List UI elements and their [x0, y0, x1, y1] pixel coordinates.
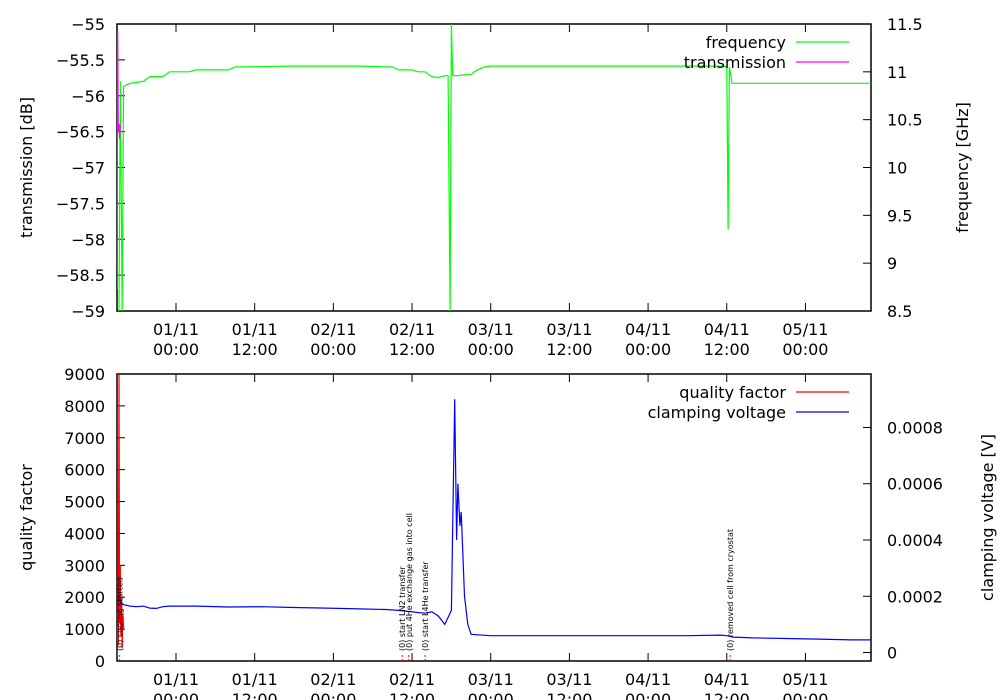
y-tick-label: 8000 [64, 397, 105, 416]
y-tick-label: −55 [71, 15, 105, 34]
event-annotation: (0) start L4He transfer [421, 561, 430, 651]
y2-tick-label: 9 [887, 254, 897, 273]
x-tick-time: 00:00 [310, 340, 356, 359]
y2-tick-label: 0.0004 [887, 531, 943, 550]
event-annotation: (0) cooling started [116, 577, 125, 651]
x-tick-date: 01/11 [232, 320, 278, 339]
x-tick-time: 00:00 [625, 690, 671, 700]
x-tick-date: 01/11 [153, 670, 199, 689]
y-tick-label: 4000 [64, 524, 105, 543]
y2-tick-label: 0 [887, 644, 897, 663]
legend-label-clamping-voltage: clamping voltage [648, 403, 786, 422]
x-axis-ticks-top: 01/1100:0001/1112:0002/1100:0002/1112:00… [153, 24, 828, 359]
x-tick-date: 01/11 [153, 320, 199, 339]
y-tick-label: −55.5 [56, 51, 105, 70]
x-tick-time: 12:00 [546, 340, 592, 359]
x-tick-date: 03/11 [468, 670, 514, 689]
event-annotation: (0) removed cell from cryostat [726, 529, 735, 651]
y2-tick-label: 11 [887, 63, 907, 82]
x-tick-time: 00:00 [782, 340, 828, 359]
y-tick-label: −58 [71, 230, 105, 249]
y2-tick-label: 9.5 [887, 206, 912, 225]
x-tick-date: 03/11 [546, 670, 592, 689]
x-tick-date: 04/11 [625, 320, 671, 339]
x-tick-time: 12:00 [704, 340, 750, 359]
event-annotations: (0) cooling started (0) start LN2 transfe… [116, 513, 735, 661]
y2-tick-label: 0.0008 [887, 418, 943, 437]
y-axis-ticks-top: −55 −55.5 −56 −56.5 −57 −57.5 −58 −58.5 −59 [56, 15, 125, 321]
y2-tick-label: 8.5 [887, 302, 912, 321]
y-tick-label: −56 [71, 87, 105, 106]
y-tick-label: −59 [71, 302, 105, 321]
x-tick-date: 04/11 [704, 320, 750, 339]
y-tick-label: 5000 [64, 493, 105, 512]
y2-tick-label: 0.0002 [887, 587, 943, 606]
x-tick-time: 00:00 [310, 690, 356, 700]
y2-axis-ticks-top: 11.5 11 10.5 10 9.5 9 8.5 [863, 15, 923, 321]
x-tick-date: 03/11 [468, 320, 514, 339]
x-axis-ticks-bottom: 01/1100:0001/1112:0002/1100:0002/1112:00… [153, 374, 828, 700]
x-tick-date: 02/11 [389, 670, 435, 689]
x-tick-time: 00:00 [782, 690, 828, 700]
series-group-top [117, 24, 871, 311]
y-tick-label: 1000 [64, 620, 105, 639]
plot-frame-bottom [116, 373, 872, 662]
x-tick-time: 12:00 [546, 690, 592, 700]
y2-axis-title-top: frequency [GHz] [953, 102, 972, 233]
legend-top: frequency transmission [684, 33, 849, 72]
x-tick-time: 00:00 [153, 690, 199, 700]
y-axis-title-top: transmission [dB] [17, 97, 36, 238]
y-tick-label: −57.5 [56, 194, 105, 213]
series-line-transmission [117, 31, 121, 290]
legend-label-frequency: frequency [706, 33, 786, 52]
y2-tick-label: 10 [887, 159, 907, 178]
series-group-bottom [117, 374, 871, 655]
x-tick-date: 03/11 [546, 320, 592, 339]
y-tick-label: 6000 [64, 461, 105, 480]
y2-tick-label: 11.5 [887, 15, 923, 34]
series-line-quality-factor [117, 374, 125, 655]
x-tick-time: 00:00 [153, 340, 199, 359]
series-line-frequency [118, 24, 871, 311]
legend-bottom: quality factor clamping voltage [648, 383, 849, 422]
series-line-clamping-voltage [118, 399, 871, 641]
quality-clamping-panel: 01/1100:0001/1112:0002/1100:0002/1112:00… [17, 365, 997, 700]
legend-label-transmission: transmission [684, 53, 786, 72]
x-tick-time: 12:00 [232, 340, 278, 359]
x-tick-time: 12:00 [389, 340, 435, 359]
y-tick-label: −57 [71, 159, 105, 178]
x-tick-date: 04/11 [704, 670, 750, 689]
y2-tick-label: 0.0006 [887, 475, 943, 494]
x-tick-time: 12:00 [704, 690, 750, 700]
x-tick-date: 02/11 [310, 670, 356, 689]
x-tick-date: 02/11 [310, 320, 356, 339]
x-tick-date: 05/11 [782, 670, 828, 689]
transmission-frequency-panel: 01/1100:0001/1112:0002/1100:0002/1112:00… [17, 15, 972, 359]
x-tick-time: 00:00 [468, 340, 514, 359]
x-tick-time: 12:00 [389, 690, 435, 700]
y-tick-label: −58.5 [56, 266, 105, 285]
x-tick-time: 12:00 [232, 690, 278, 700]
y-tick-label: 0 [95, 652, 105, 671]
x-tick-time: 00:00 [468, 690, 514, 700]
y-tick-label: −56.5 [56, 123, 105, 142]
y-axis-ticks-bottom: 0 1000 2000 3000 4000 5000 6000 7000 8000 9000 [64, 365, 125, 671]
y-tick-label: 9000 [64, 365, 105, 384]
y2-tick-label: 10.5 [887, 111, 923, 130]
x-tick-date: 02/11 [389, 320, 435, 339]
y-axis-title-bottom: quality factor [17, 464, 36, 571]
x-tick-date: 05/11 [782, 320, 828, 339]
x-tick-date: 04/11 [625, 670, 671, 689]
x-tick-date: 01/11 [232, 670, 278, 689]
event-annotation: (0) start LN2 transfer [398, 566, 407, 651]
legend-label-quality-factor: quality factor [679, 383, 786, 402]
x-tick-time: 00:00 [625, 340, 671, 359]
y-tick-label: 3000 [64, 556, 105, 575]
y2-axis-title-bottom: clamping voltage [V] [978, 434, 997, 601]
y-tick-label: 7000 [64, 429, 105, 448]
y2-axis-ticks-bottom: 0 0.0002 0.0004 0.0006 0.0008 [863, 418, 943, 663]
event-annotation: (0) put 4He exchange gas into cell [405, 513, 414, 651]
y-tick-label: 2000 [64, 588, 105, 607]
